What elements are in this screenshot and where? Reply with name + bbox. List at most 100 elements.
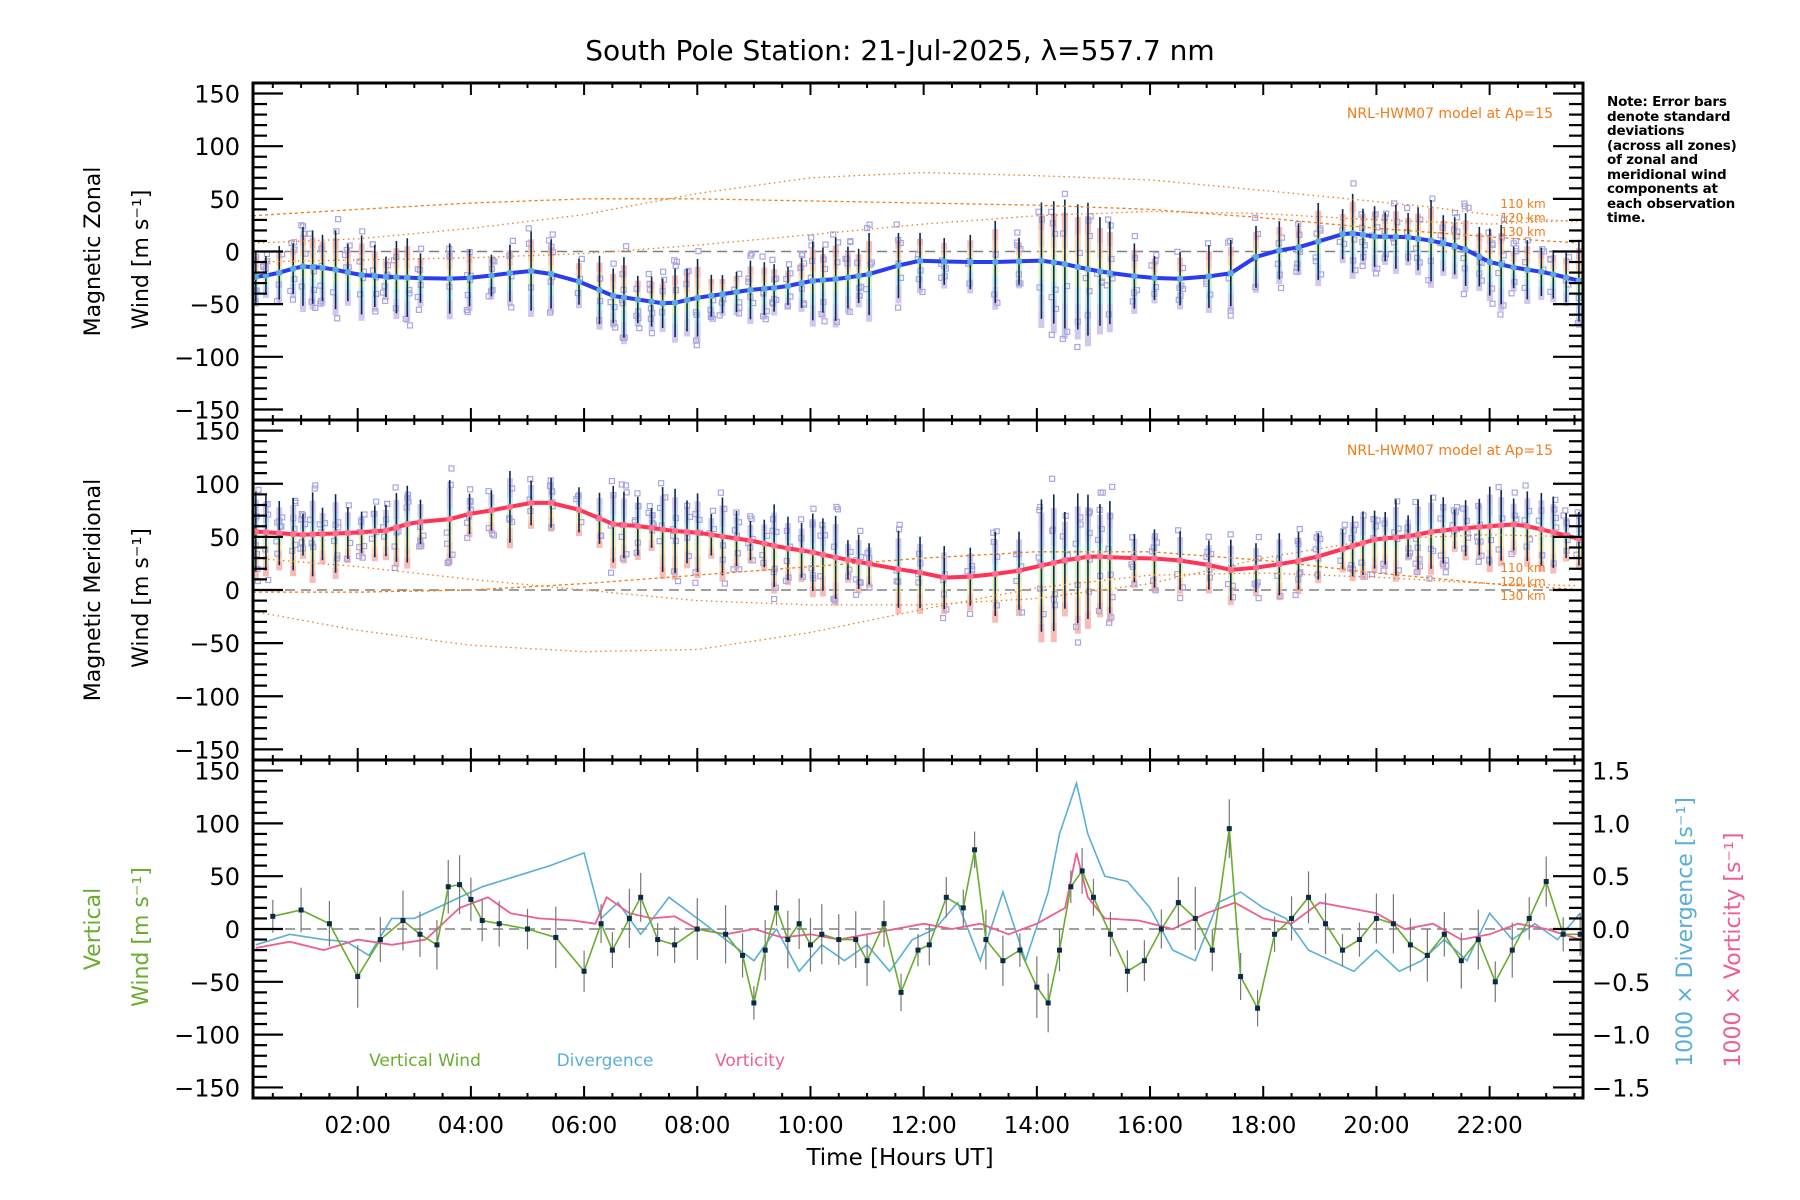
- zone-point: [943, 606, 950, 613]
- zone-point: [1497, 311, 1504, 318]
- y-tick-label: 150: [194, 758, 240, 786]
- mean-wind-point: [319, 264, 326, 272]
- x-tick-label: 10:00: [777, 1113, 843, 1139]
- zone-point: [312, 304, 319, 312]
- vertical-wind-point: [626, 915, 632, 921]
- zone-point: [721, 580, 728, 587]
- mean-wind-point: [1404, 234, 1412, 241]
- zone-point: [1252, 214, 1259, 221]
- zone-point: [798, 250, 806, 258]
- zone-point: [633, 549, 640, 557]
- zone-point: [939, 614, 947, 622]
- zone-point: [1426, 575, 1433, 582]
- mean-wind-point: [1497, 261, 1505, 268]
- zone-point: [799, 573, 806, 580]
- zone-point: [1108, 614, 1115, 621]
- zone-point: [783, 557, 790, 565]
- mean-wind-point: [1440, 527, 1447, 534]
- mean-wind-point: [1096, 553, 1104, 560]
- zone-point: [1150, 544, 1157, 551]
- y-tick-label: 50: [209, 863, 240, 891]
- zone-point: [692, 579, 699, 586]
- mean-wind-point: [1061, 557, 1069, 564]
- mean-wind-point: [1497, 522, 1505, 529]
- vertical-wind-point: [1543, 878, 1549, 884]
- zone-point: [612, 324, 619, 331]
- mean-wind-point: [466, 274, 473, 282]
- mean-wind-point: [895, 566, 902, 573]
- zone-point: [1500, 302, 1507, 309]
- zone-point: [1059, 335, 1066, 343]
- zone-point: [298, 283, 305, 290]
- zone-point: [509, 237, 516, 244]
- zone-point: [448, 465, 455, 472]
- zone-point: [1370, 515, 1377, 523]
- zone-point: [1394, 498, 1401, 505]
- zone-point: [769, 527, 776, 534]
- zone-point: [1560, 512, 1567, 519]
- zone-point: [1296, 526, 1303, 533]
- zone-point: [830, 543, 838, 550]
- vertical-wind-point: [1458, 958, 1464, 964]
- zone-point: [1429, 195, 1436, 202]
- vertical-wind-point: [1373, 915, 1379, 921]
- mean-wind-point: [1371, 536, 1378, 543]
- mean-wind-line: [255, 231, 1580, 306]
- mean-wind-point: [1510, 521, 1517, 528]
- zone-point: [402, 315, 409, 322]
- zone-point: [607, 569, 615, 576]
- zone-point: [1359, 262, 1366, 270]
- zone-point: [277, 523, 284, 530]
- x-tick-label: 18:00: [1230, 1113, 1296, 1139]
- zone-point: [847, 238, 854, 246]
- mean-wind-point: [262, 272, 270, 279]
- zone-point: [1014, 229, 1021, 236]
- mean-wind-point: [253, 273, 260, 280]
- zone-point: [771, 595, 778, 603]
- vertical-wind-point: [836, 937, 842, 943]
- zone-point: [1372, 270, 1380, 277]
- mean-wind-point: [358, 529, 365, 536]
- zone-point: [1036, 585, 1044, 592]
- zone-point: [660, 276, 668, 283]
- vertical-wind-point: [1175, 900, 1181, 906]
- vertical-wind-point: [1475, 937, 1481, 943]
- zone-point: [808, 234, 815, 241]
- y-tick-label: −50: [189, 969, 240, 997]
- vertical-wind-point: [1124, 968, 1130, 974]
- mean-wind-point: [358, 271, 365, 279]
- mean-wind-point: [844, 556, 852, 564]
- zone-point: [1274, 260, 1282, 267]
- zone-point: [854, 259, 861, 266]
- model-level-label: 120 km: [1500, 575, 1545, 589]
- zone-point: [1499, 515, 1506, 522]
- zone-point: [1485, 229, 1492, 236]
- zone-point: [1461, 545, 1468, 552]
- zone-point: [731, 527, 738, 534]
- mean-wind-point: [299, 531, 307, 538]
- vertical-wind-point: [1045, 1000, 1051, 1006]
- zone-point: [1341, 240, 1348, 247]
- mean-wind-point: [798, 547, 805, 554]
- mean-wind-point: [1476, 253, 1483, 260]
- mean-wind-point: [1476, 523, 1483, 531]
- mean-wind-point: [1371, 233, 1378, 240]
- zone-point: [863, 224, 871, 232]
- mean-wind-point: [1084, 553, 1092, 561]
- vertical-wind-point: [751, 1000, 757, 1006]
- mean-wind-point: [1427, 528, 1435, 536]
- mean-wind-point: [1339, 230, 1346, 238]
- zone-point: [1551, 506, 1558, 513]
- zone-point: [1107, 571, 1114, 578]
- vertical-wind-point: [1034, 984, 1040, 990]
- mean-wind-point: [620, 521, 628, 529]
- mean-wind-point: [289, 530, 297, 538]
- mean-wind-point: [865, 270, 873, 278]
- zone-point: [1035, 208, 1042, 215]
- vertical-wind-point: [400, 918, 406, 924]
- vertical-wind-point: [853, 937, 859, 943]
- zone-point: [966, 280, 973, 287]
- mean-wind-point: [371, 528, 378, 535]
- zone-point: [298, 539, 305, 546]
- zone-point: [415, 306, 422, 313]
